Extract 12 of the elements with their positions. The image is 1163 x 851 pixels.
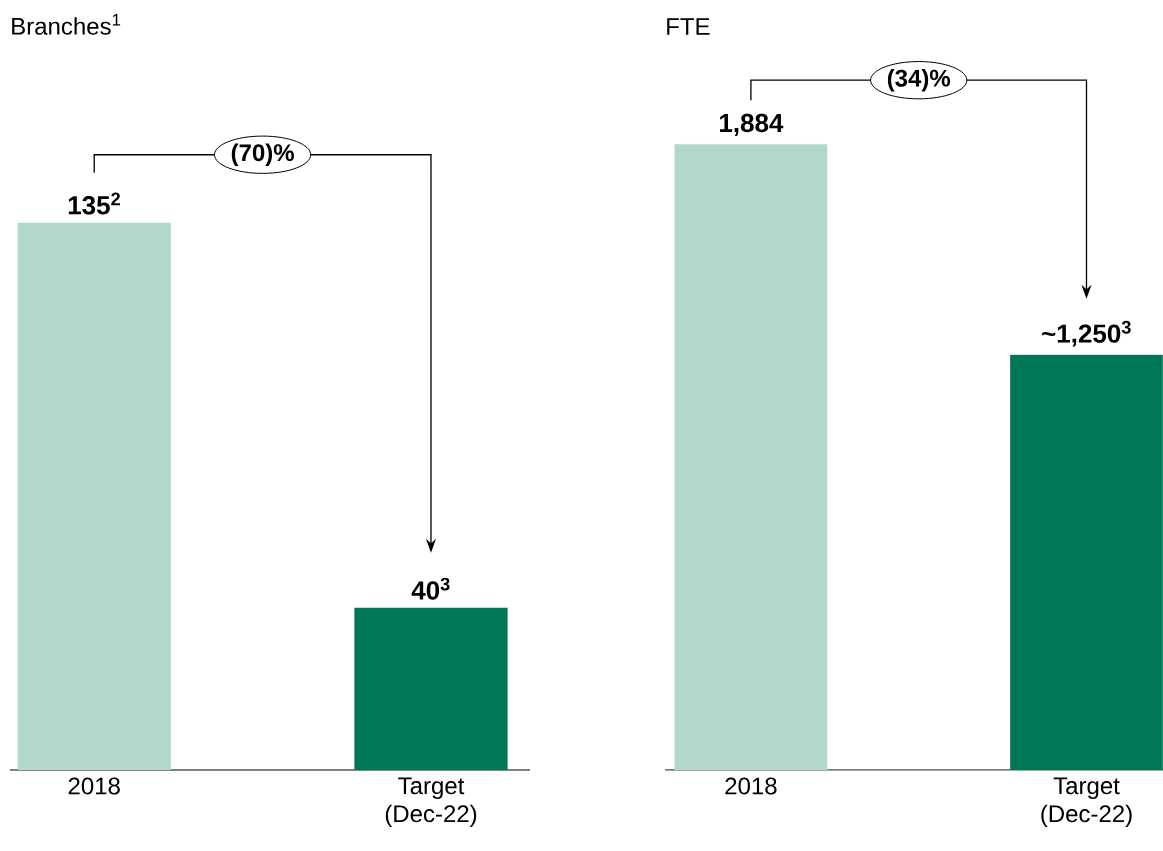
- chart-title: FTE: [667, 18, 710, 35]
- x-tick-label: 2018: [68, 777, 120, 795]
- text: (34)%: [887, 69, 951, 92]
- data-label: 1,884: [720, 113, 784, 136]
- text: (70)%: [231, 143, 294, 166]
- x-tick-label: Target (Dec-22): [385, 777, 477, 827]
- x-tick-label: 2018: [725, 777, 777, 795]
- chart-title: Branches$^{1}$: [12, 13, 121, 35]
- x-tick-label: Target (Dec-22): [1041, 777, 1132, 827]
- data-label: 40$^{3}$: [411, 577, 450, 600]
- data-label: ~1,250$^{3}$: [1042, 320, 1131, 347]
- data-label: 135$^{2}$: [68, 192, 120, 215]
